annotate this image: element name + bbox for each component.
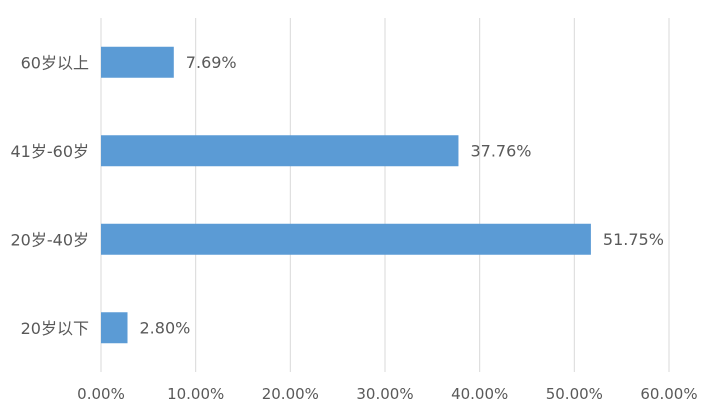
grid-lines xyxy=(100,18,670,372)
x-tick-label: 10.00% xyxy=(167,385,224,403)
category-labels: 60岁以上 41岁-60岁 20岁-40岁 20岁以下 xyxy=(11,53,90,338)
x-tick-label: 60.00% xyxy=(640,385,697,403)
data-label: 37.76% xyxy=(470,141,531,160)
bar xyxy=(101,135,459,167)
x-tick-label: 20.00% xyxy=(262,385,319,403)
bars xyxy=(101,46,591,344)
x-tick-label: 50.00% xyxy=(546,385,603,403)
category-label: 41岁-60岁 xyxy=(11,142,90,161)
category-label: 20岁以下 xyxy=(21,319,89,338)
x-tick-label: 0.00% xyxy=(77,385,125,403)
data-labels: 7.69% 37.76% 51.75% 2.80% xyxy=(140,53,664,338)
category-label: 20岁-40岁 xyxy=(11,230,90,249)
data-label: 51.75% xyxy=(603,230,664,249)
data-label: 7.69% xyxy=(186,53,237,72)
bar xyxy=(101,312,128,344)
x-axis-tick-labels: 0.00% 10.00% 20.00% 30.00% 40.00% 50.00% 60.00… xyxy=(77,385,697,403)
x-tick-label: 40.00% xyxy=(451,385,508,403)
bar xyxy=(101,46,174,78)
bar xyxy=(101,223,591,255)
category-label: 60岁以上 xyxy=(21,53,89,72)
data-label: 2.80% xyxy=(140,318,191,337)
x-tick-label: 30.00% xyxy=(356,385,413,403)
